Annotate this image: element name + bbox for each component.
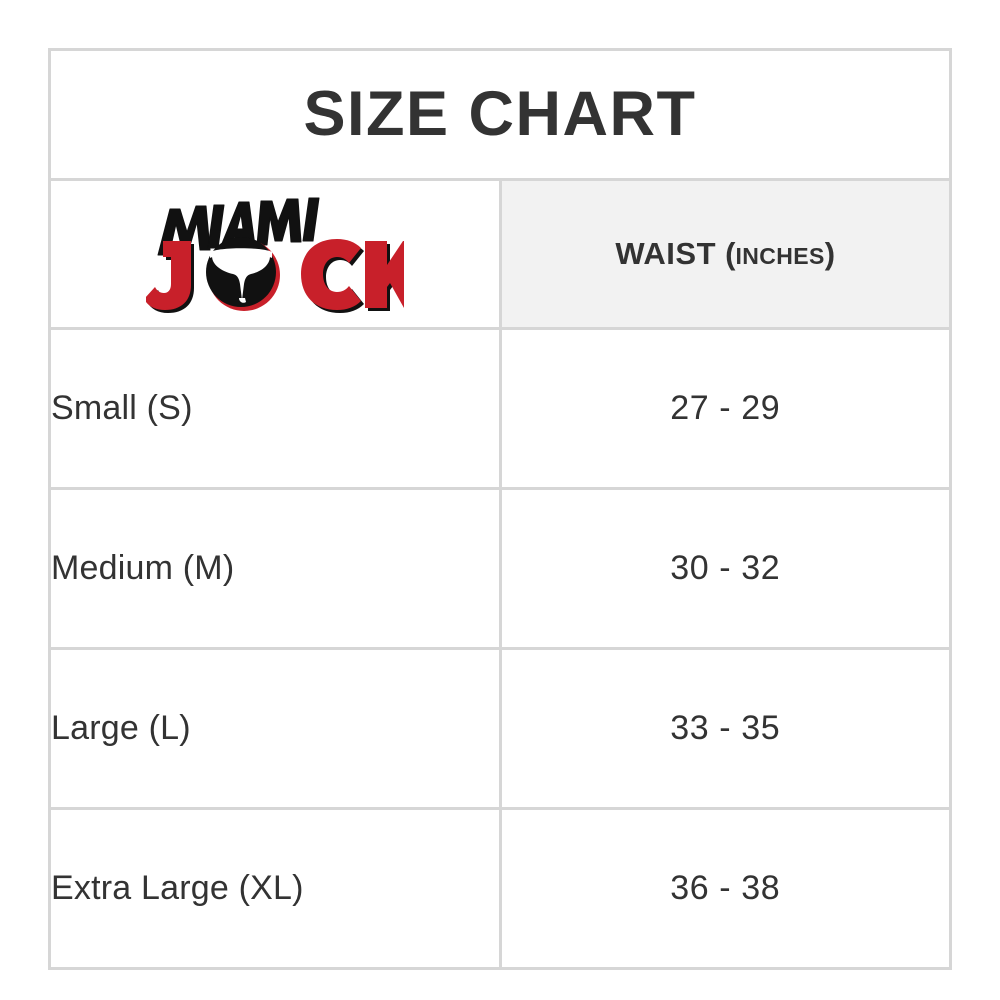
waist-value-xlarge: 36 - 38 <box>498 807 952 970</box>
size-label-large: Large (L) <box>48 647 502 810</box>
miami-jock-logo-icon <box>145 197 404 313</box>
miami-jock-logo <box>145 192 404 316</box>
waist-value-medium: 30 - 32 <box>498 487 952 650</box>
title-cell: SIZE CHART <box>48 48 952 181</box>
waist-paren-close: ) <box>824 236 836 271</box>
waist-header-label: WAIST <box>615 236 717 271</box>
waist-unit-label: INCHES <box>735 243 825 269</box>
title-row: SIZE CHART <box>48 48 952 181</box>
size-label-medium: Medium (M) <box>48 487 502 650</box>
page-title: SIZE CHART <box>303 79 697 149</box>
size-chart-table: SIZE CHART <box>48 48 952 970</box>
size-label-xlarge: Extra Large (XL) <box>48 807 502 970</box>
waist-value-small: 27 - 29 <box>498 327 952 490</box>
table-row: Large (L) 33 - 35 <box>48 647 952 810</box>
size-label-small: Small (S) <box>48 327 502 490</box>
table-row: Medium (M) 30 - 32 <box>48 487 952 650</box>
waist-header-cell: WAIST (INCHES) <box>498 178 952 330</box>
waist-value-large: 33 - 35 <box>498 647 952 810</box>
waist-paren-open: ( <box>725 236 736 271</box>
table-header-row: WAIST (INCHES) <box>48 178 952 330</box>
logo-jockstrap-pouch <box>209 248 272 303</box>
logo-cell <box>48 178 502 330</box>
table-row: Small (S) 27 - 29 <box>48 327 952 490</box>
table-row: Extra Large (XL) 36 - 38 <box>48 807 952 970</box>
